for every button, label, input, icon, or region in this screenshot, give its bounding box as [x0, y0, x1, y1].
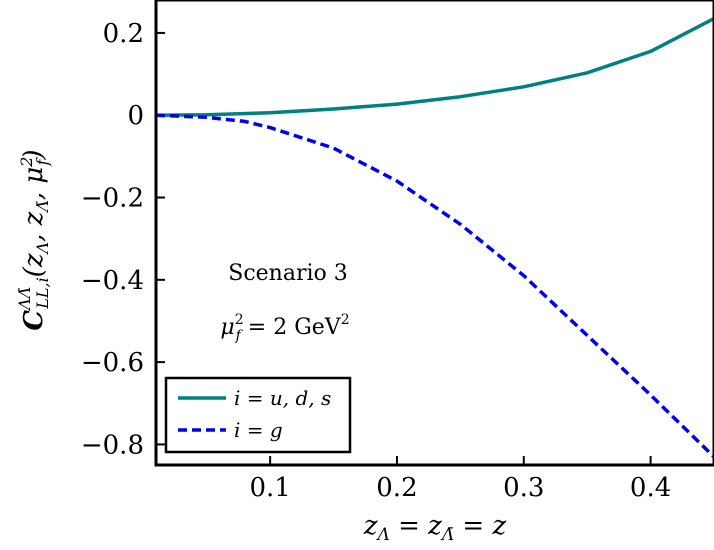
y-tick-label: −0.2	[81, 184, 144, 214]
legend-box	[164, 376, 352, 454]
annotation-scale: μ2 f = 2 GeV2	[220, 312, 349, 344]
y-axis-title: CΛΛ̄LL,i(zΛ, zΛ̄, μ2f)	[15, 149, 52, 330]
svg-text:CΛΛ̄LL,i(zΛ, zΛ̄, μ2f): CΛΛ̄LL,i(zΛ, zΛ̄, μ2f)	[15, 149, 52, 330]
annotation-scenario: Scenario 3	[228, 261, 348, 286]
legend-label-quarks: i = u, d, s	[234, 386, 331, 410]
y-tick-label: −0.4	[81, 266, 144, 296]
x-tick-label: 0.3	[503, 473, 544, 503]
x-axis-title: zΛ = zΛ̄ = z	[363, 511, 507, 545]
x-tick-label: 0.1	[249, 473, 290, 503]
plot-frame	[154, 0, 714, 467]
series	[155, 16, 714, 459]
svg-text:zΛ = zΛ̄ = z: zΛ = zΛ̄ = z	[363, 511, 507, 545]
y-tick-label: 0	[127, 101, 144, 131]
y-tick-label: −0.6	[81, 348, 144, 378]
legend-label-gluon: i = g	[234, 418, 283, 442]
legend: i = u, d, s i = g	[164, 376, 352, 454]
x-tick-label: 0.4	[630, 473, 671, 503]
y-tick-label: 0.2	[103, 19, 144, 49]
y-tick-label: −0.8	[81, 430, 144, 460]
series-line-0	[155, 16, 714, 117]
series-line-1	[155, 113, 714, 459]
x-tick-label: 0.2	[376, 473, 417, 503]
